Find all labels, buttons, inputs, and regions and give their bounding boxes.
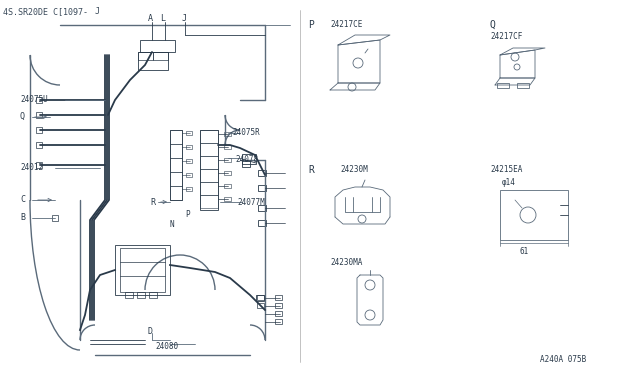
Bar xyxy=(153,52,168,60)
Bar xyxy=(170,130,182,144)
Bar xyxy=(138,52,168,70)
Text: R: R xyxy=(150,198,155,207)
Text: 24230MA: 24230MA xyxy=(330,258,362,267)
Bar xyxy=(125,292,133,298)
Bar xyxy=(170,186,182,200)
Text: J: J xyxy=(95,7,100,16)
Bar xyxy=(275,303,282,308)
Text: φ14: φ14 xyxy=(502,178,516,187)
Text: 24012: 24012 xyxy=(20,163,43,172)
Bar xyxy=(170,144,182,158)
Text: 24215EA: 24215EA xyxy=(490,165,522,174)
Bar xyxy=(497,83,509,88)
Bar xyxy=(186,159,192,163)
Bar xyxy=(224,145,231,149)
Bar xyxy=(52,215,58,221)
Bar xyxy=(140,40,175,52)
Bar xyxy=(36,112,42,118)
Text: 24230M: 24230M xyxy=(340,165,368,174)
Bar xyxy=(200,130,218,210)
Bar xyxy=(275,311,282,316)
Text: 24080: 24080 xyxy=(155,342,178,351)
Text: Q: Q xyxy=(20,112,25,121)
Text: A: A xyxy=(148,14,153,23)
Text: N: N xyxy=(170,220,175,229)
Text: A240A 075B: A240A 075B xyxy=(540,355,586,364)
Bar xyxy=(275,295,282,300)
Bar xyxy=(257,295,264,300)
Text: P: P xyxy=(308,20,314,30)
Text: 24217CF: 24217CF xyxy=(490,32,522,41)
Bar xyxy=(275,319,282,324)
Bar xyxy=(120,248,165,292)
Bar xyxy=(242,154,256,164)
Bar xyxy=(200,169,218,182)
Bar xyxy=(200,195,218,208)
Bar xyxy=(36,162,42,168)
Bar xyxy=(200,143,218,156)
Bar xyxy=(517,83,529,88)
Text: J: J xyxy=(182,14,187,23)
Bar xyxy=(36,142,42,148)
Bar xyxy=(257,303,264,308)
Text: L: L xyxy=(160,14,165,23)
Text: R: R xyxy=(308,165,314,175)
Text: 24075U: 24075U xyxy=(20,95,48,104)
Bar xyxy=(170,130,182,200)
Bar xyxy=(258,185,266,191)
Bar xyxy=(36,97,42,103)
Text: Q: Q xyxy=(490,20,496,30)
Text: 4S.SR20DE C[1097-: 4S.SR20DE C[1097- xyxy=(3,7,88,16)
Bar xyxy=(200,130,218,143)
Text: 24078: 24078 xyxy=(235,155,258,164)
Text: D: D xyxy=(148,327,153,336)
Bar xyxy=(500,190,568,240)
Text: 61: 61 xyxy=(520,247,529,256)
Bar xyxy=(224,158,231,162)
Bar xyxy=(224,184,231,188)
Bar xyxy=(138,52,153,60)
Bar xyxy=(224,132,231,136)
Text: 24075R: 24075R xyxy=(232,128,260,137)
Bar xyxy=(36,127,42,133)
Text: 24077M: 24077M xyxy=(237,198,265,207)
Bar xyxy=(186,187,192,191)
Text: B: B xyxy=(20,213,25,222)
Bar xyxy=(186,131,192,135)
Text: C: C xyxy=(20,195,25,204)
Bar xyxy=(200,182,218,195)
Bar xyxy=(224,197,231,201)
Bar xyxy=(256,295,264,301)
Bar xyxy=(258,220,266,226)
Bar xyxy=(242,161,250,167)
Bar xyxy=(149,292,157,298)
Bar xyxy=(200,156,218,169)
Text: 24217CE: 24217CE xyxy=(330,20,362,29)
Text: P: P xyxy=(185,210,189,219)
Bar xyxy=(137,292,145,298)
Bar xyxy=(186,145,192,149)
Bar xyxy=(186,173,192,177)
Bar xyxy=(170,158,182,172)
Bar xyxy=(258,170,266,176)
Bar xyxy=(224,171,231,175)
Bar xyxy=(258,205,266,211)
Bar xyxy=(115,245,170,295)
Bar xyxy=(170,172,182,186)
